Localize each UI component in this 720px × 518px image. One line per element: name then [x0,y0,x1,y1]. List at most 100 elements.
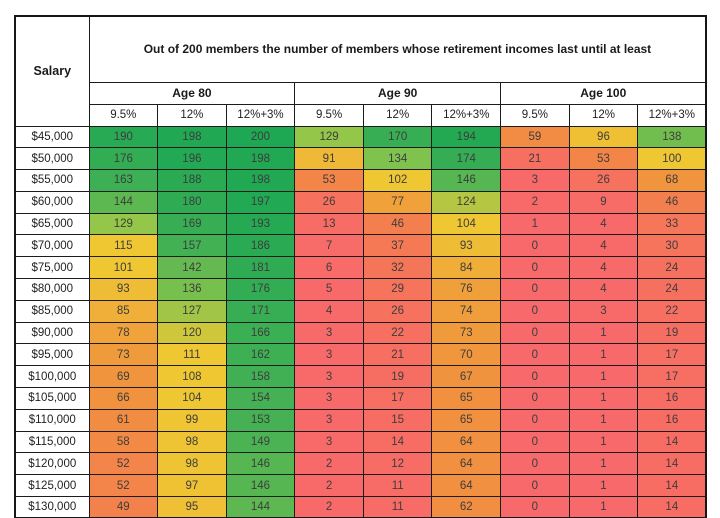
data-cell: 127 [157,299,227,323]
data-cell: 101 [88,256,159,280]
data-cell: 17 [362,387,433,410]
data-cell: 3 [294,365,364,389]
rate-header: 9.5% [294,103,364,127]
data-cell: 115 [88,234,159,258]
data-cell: 200 [225,125,296,149]
data-cell: 24 [637,256,707,280]
data-cell: 61 [88,408,159,432]
table-row: $55,000 163 188 198 53 102 146 3 26 68 [14,169,707,192]
data-cell: 157 [157,234,227,258]
row-header-salary: $120,000 [14,452,90,476]
row-header-salary: $90,000 [14,321,90,345]
table-row: $50,000 176 196 198 91 134 174 21 53 100 [14,147,707,171]
data-cell: 198 [225,169,296,192]
data-cell: 52 [88,474,159,498]
rate-header: 12%+3% [225,103,296,127]
salary-column-header: Salary [14,15,90,127]
data-cell: 14 [637,474,707,498]
data-cell: 64 [431,474,502,498]
data-cell: 180 [157,190,227,214]
table-row: $125,000 52 97 146 2 11 64 0 1 14 [14,474,707,498]
data-cell: 181 [225,256,296,280]
data-cell: 77 [362,190,433,214]
data-cell: 1 [568,343,639,367]
data-cell: 111 [157,343,227,367]
data-cell: 53 [568,147,639,171]
table-row: $110,000 61 99 153 3 15 65 0 1 16 [14,408,707,432]
data-cell: 73 [88,343,159,367]
data-cell: 1 [568,452,639,476]
data-cell: 11 [362,496,433,518]
table-row: $75,000 101 142 181 6 32 84 0 4 24 [14,256,707,280]
data-cell: 46 [362,212,433,236]
data-cell: 197 [225,190,296,214]
data-cell: 7 [294,234,364,258]
data-cell: 2 [294,496,364,518]
table-row: $80,000 93 136 176 5 29 76 0 4 24 [14,278,707,301]
data-cell: 76 [431,278,502,301]
data-cell: 14 [362,430,433,454]
data-cell: 65 [431,408,502,432]
row-header-salary: $70,000 [14,234,90,258]
data-cell: 0 [500,343,570,367]
data-cell: 1 [568,430,639,454]
data-cell: 32 [362,256,433,280]
table-row: $65,000 129 169 193 13 46 104 1 4 33 [14,212,707,236]
data-cell: 19 [637,321,707,345]
data-cell: 98 [157,430,227,454]
data-cell: 0 [500,474,570,498]
data-cell: 74 [431,299,502,323]
title-row: Salary Out of 200 members the number of … [14,15,707,127]
data-cell: 97 [157,474,227,498]
data-cell: 26 [294,190,364,214]
data-cell: 66 [88,387,159,410]
rate-header: 12% [157,103,227,127]
data-cell: 3 [294,343,364,367]
data-cell: 24 [637,278,707,301]
data-cell: 1 [500,212,570,236]
data-cell: 22 [637,299,707,323]
data-cell: 0 [500,299,570,323]
data-cell: 49 [88,496,159,518]
data-cell: 67 [431,365,502,389]
data-cell: 3 [294,387,364,410]
data-cell: 52 [88,452,159,476]
table-row: $45,000 190 198 200 129 170 194 59 96 138 [14,125,707,149]
data-cell: 26 [568,169,639,192]
data-cell: 4 [294,299,364,323]
age-group-header-row: Age 80 Age 90 Age 100 [15,81,707,105]
data-cell: 186 [225,234,296,258]
table-row: $70,000 115 157 186 7 37 93 0 4 30 [14,234,707,258]
data-cell: 1 [568,365,639,389]
data-cell: 91 [294,147,364,171]
data-cell: 96 [568,125,639,149]
table-row: $130,000 49 95 144 2 11 62 0 1 14 [14,496,707,518]
data-cell: 16 [637,408,707,432]
data-cell: 104 [157,387,227,410]
row-header-salary: $85,000 [14,299,90,323]
row-header-salary: $50,000 [14,147,90,171]
data-cell: 30 [637,234,707,258]
data-cell: 14 [637,452,707,476]
data-cell: 12 [362,452,433,476]
data-cell: 146 [225,452,296,476]
contribution-rate-header-row: 9.5% 12% 12%+3% 9.5% 12% 12%+3% 9.5% 12%… [15,103,707,127]
data-cell: 6 [294,256,364,280]
data-cell: 196 [157,147,227,171]
data-cell: 129 [294,125,364,149]
table-row: $105,000 66 104 154 3 17 65 0 1 16 [14,387,707,410]
data-cell: 21 [500,147,570,171]
row-header-salary: $110,000 [14,408,90,432]
data-cell: 3 [500,169,570,192]
data-cell: 144 [225,496,296,518]
data-cell: 149 [225,430,296,454]
table-body: $45,000 190 198 200 129 170 194 59 96 138 $50,000 1… [14,125,707,518]
data-cell: 2 [294,474,364,498]
data-cell: 0 [500,365,570,389]
data-cell: 70 [431,343,502,367]
data-cell: 102 [362,169,433,192]
data-cell: 100 [637,147,707,171]
data-cell: 0 [500,496,570,518]
data-cell: 53 [294,169,364,192]
data-cell: 0 [500,452,570,476]
